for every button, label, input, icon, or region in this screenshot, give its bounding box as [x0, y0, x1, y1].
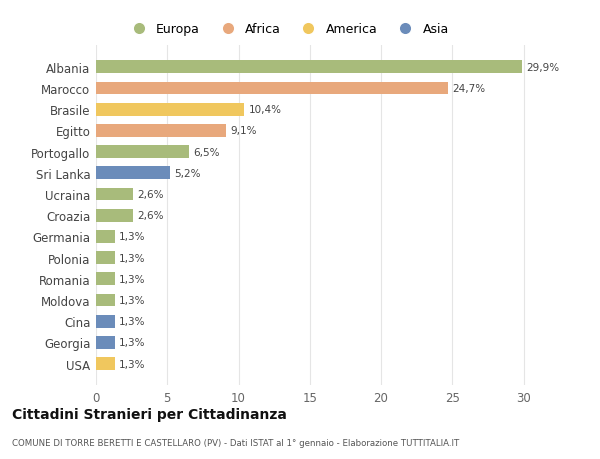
Text: 1,3%: 1,3%	[119, 274, 145, 284]
Bar	[96, 273, 115, 285]
Text: 29,9%: 29,9%	[526, 63, 559, 73]
Text: Cittadini Stranieri per Cittadinanza: Cittadini Stranieri per Cittadinanza	[12, 407, 287, 421]
Text: 1,3%: 1,3%	[119, 295, 145, 305]
Bar	[96, 83, 448, 95]
Text: 1,3%: 1,3%	[119, 338, 145, 347]
Bar	[96, 252, 115, 264]
Legend: Europa, Africa, America, Asia: Europa, Africa, America, Asia	[121, 18, 454, 41]
Bar	[96, 294, 115, 307]
Bar	[96, 209, 133, 222]
Text: 1,3%: 1,3%	[119, 359, 145, 369]
Text: 24,7%: 24,7%	[452, 84, 485, 94]
Text: 1,3%: 1,3%	[119, 317, 145, 326]
Bar	[96, 336, 115, 349]
Text: 9,1%: 9,1%	[230, 126, 256, 136]
Text: 2,6%: 2,6%	[137, 190, 164, 200]
Text: 10,4%: 10,4%	[248, 105, 281, 115]
Text: 1,3%: 1,3%	[119, 253, 145, 263]
Bar	[96, 104, 244, 116]
Bar	[96, 315, 115, 328]
Bar	[96, 62, 522, 74]
Text: 6,5%: 6,5%	[193, 147, 220, 157]
Bar	[96, 125, 226, 138]
Bar	[96, 358, 115, 370]
Text: 5,2%: 5,2%	[175, 168, 201, 179]
Bar	[96, 188, 133, 201]
Text: COMUNE DI TORRE BERETTI E CASTELLARO (PV) - Dati ISTAT al 1° gennaio - Elaborazi: COMUNE DI TORRE BERETTI E CASTELLARO (PV…	[12, 438, 459, 447]
Text: 2,6%: 2,6%	[137, 211, 164, 221]
Text: 1,3%: 1,3%	[119, 232, 145, 242]
Bar	[96, 230, 115, 243]
Bar	[96, 167, 170, 180]
Bar	[96, 146, 188, 159]
